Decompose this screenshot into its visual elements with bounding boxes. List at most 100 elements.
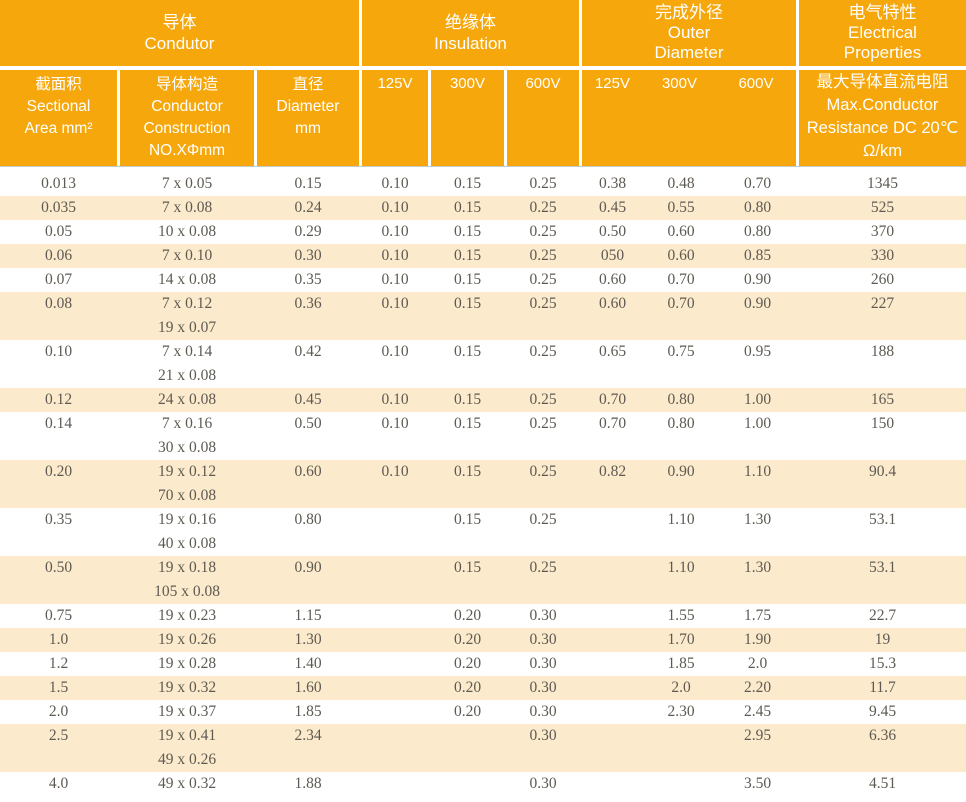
table-cell: 0.15 xyxy=(453,559,482,576)
table-cell xyxy=(431,724,504,772)
table-cell: 0.30 xyxy=(529,607,557,624)
table-cell xyxy=(582,676,643,700)
table-row: 0.07 14 x 0.08 0.35 0.10 0.15 0.25 0.60 0.70 0.9… xyxy=(0,268,966,292)
table-cell: 0.80 xyxy=(667,415,695,432)
table-cell: 0.10 xyxy=(381,271,409,288)
table-cell: 1.85 xyxy=(667,655,695,672)
table-cell: 0.30 xyxy=(294,247,322,264)
table-cell: 0.25 xyxy=(529,415,557,432)
group-header-conductor: 导体 Condutor xyxy=(0,0,359,66)
table-cell: 2.95 xyxy=(743,727,772,744)
table-cell: 19 x 0.41 49 x 0.26 xyxy=(157,727,217,768)
table-cell: 19 x 0.37 xyxy=(157,703,217,720)
table-cell: 0.80 xyxy=(667,391,695,408)
group-header-insulation: 绝缘体 Insulation xyxy=(362,0,579,66)
table-cell xyxy=(646,772,716,796)
table-row: 1.2 19 x 0.28 1.40 0.20 0.30 1.85 2.0 15.3 xyxy=(0,652,966,676)
table-cell: 0.013 xyxy=(41,175,76,192)
table-cell: 1.90 xyxy=(743,631,772,648)
subheader-diameter: 直径 Diameter mm xyxy=(257,70,359,166)
table-cell: 1.55 xyxy=(667,607,695,624)
table-cell: 4.0 xyxy=(48,775,69,792)
table-cell: 1.88 xyxy=(294,775,322,792)
table-cell: 14 x 0.08 xyxy=(157,271,217,288)
table-cell: 0.30 xyxy=(529,775,557,792)
table-cell: 0.15 xyxy=(453,391,482,408)
table-cell: 0.45 xyxy=(598,199,627,216)
table-cell: 0.25 xyxy=(529,295,557,312)
table-cell: 0.45 xyxy=(294,391,322,408)
table-cell: 0.30 xyxy=(529,703,557,720)
table-cell: 19 x 0.16 40 x 0.08 xyxy=(157,511,217,552)
table-cell: 0.10 xyxy=(381,463,409,480)
table-cell xyxy=(362,724,428,772)
table-cell: 15.3 xyxy=(868,655,897,672)
table-row: 0.12 24 x 0.08 0.45 0.10 0.15 0.25 0.70 0.80 1.0… xyxy=(0,388,966,412)
table-cell: 0.48 xyxy=(667,175,695,192)
table-cell: 0.06 xyxy=(44,247,73,264)
table-cell: 0.20 xyxy=(44,463,73,480)
table-cell: 0.25 xyxy=(529,199,557,216)
table-cell: 7 x 0.14 21 x 0.08 xyxy=(157,343,217,384)
table-cell: 19 x 0.18 105 x 0.08 xyxy=(154,559,220,600)
table-cell: 7 x 0.12 19 x 0.07 xyxy=(157,295,217,336)
table-cell: 0.80 xyxy=(743,223,772,240)
table-cell: 0.15 xyxy=(453,511,482,528)
table-cell: 49 x 0.32 xyxy=(157,775,217,792)
table-cell: 0.90 xyxy=(667,463,695,480)
subheader-od-125v: 125V xyxy=(594,75,631,92)
table-cell: 2.20 xyxy=(743,679,772,696)
table-cell: 0.10 xyxy=(381,199,409,216)
table-cell: 1.10 xyxy=(667,559,695,576)
table-cell: 0.08 xyxy=(44,295,73,312)
table-cell: 0.50 xyxy=(44,559,73,576)
table-cell: 0.20 xyxy=(453,607,482,624)
table-cell: 10 x 0.08 xyxy=(157,223,217,240)
table-cell: 0.20 xyxy=(453,703,482,720)
table-cell: 1.0 xyxy=(48,631,69,648)
table-cell: 1.00 xyxy=(743,415,772,432)
table-cell xyxy=(362,652,428,676)
table-header: 导体 Condutor 绝缘体 Insulation 完成外径 Outer Di… xyxy=(0,0,966,167)
table-cell: 0.80 xyxy=(294,511,322,528)
table-cell xyxy=(362,700,428,724)
table-cell: 0.10 xyxy=(381,415,409,432)
table-cell: 90.4 xyxy=(868,463,897,480)
table-cell: 7 x 0.16 30 x 0.08 xyxy=(157,415,217,456)
table-cell: 0.25 xyxy=(529,391,557,408)
table-row: 0.06 7 x 0.10 0.30 0.10 0.15 0.25 050 0.60 0.85 3… xyxy=(0,244,966,268)
table-cell: 19 x 0.23 xyxy=(157,607,217,624)
table-cell xyxy=(582,700,643,724)
table-cell: 1.60 xyxy=(294,679,322,696)
table-cell: 0.35 xyxy=(294,271,322,288)
table-cell: 0.25 xyxy=(529,511,557,528)
table-cell: 260 xyxy=(870,271,895,288)
table-row: 0.14 7 x 0.16 30 x 0.08 0.50 0.10 0.15 0.25 0.… xyxy=(0,412,966,460)
table-cell: 0.07 xyxy=(44,271,73,288)
table-cell: 7 x 0.10 xyxy=(161,247,213,264)
table-row: 0.75 19 x 0.23 1.15 0.20 0.30 1.55 1.75 22.7 xyxy=(0,604,966,628)
table-cell: 0.75 xyxy=(44,607,73,624)
table-cell: 0.38 xyxy=(598,175,627,192)
group-header-electrical-properties: 电气特性 Electrical Properties xyxy=(799,0,966,66)
table-cell: 0.15 xyxy=(453,223,482,240)
table-cell: 0.14 xyxy=(44,415,73,432)
table-cell xyxy=(582,604,643,628)
table-cell: 0.80 xyxy=(743,199,772,216)
table-cell: 19 x 0.26 xyxy=(157,631,217,648)
table-row: 0.035 7 x 0.08 0.24 0.10 0.15 0.25 0.45 0.55 0.8… xyxy=(0,196,966,220)
table-cell: 1.5 xyxy=(48,679,69,696)
table-cell: 0.20 xyxy=(453,655,482,672)
table-cell xyxy=(362,508,428,556)
table-cell: 53.1 xyxy=(868,559,897,576)
table-cell xyxy=(362,676,428,700)
table-row: 0.10 7 x 0.14 21 x 0.08 0.42 0.10 0.15 0.25 0.… xyxy=(0,340,966,388)
table-cell xyxy=(362,604,428,628)
table-cell: 19 x 0.28 xyxy=(157,655,217,672)
table-cell: 1.10 xyxy=(667,511,695,528)
subheader-outer-diameter-voltages: 125V 300V 600V xyxy=(582,70,796,166)
table-cell: 1.2 xyxy=(48,655,69,672)
table-cell xyxy=(582,628,643,652)
table-cell: 0.05 xyxy=(44,223,73,240)
table-cell: 0.15 xyxy=(453,295,482,312)
